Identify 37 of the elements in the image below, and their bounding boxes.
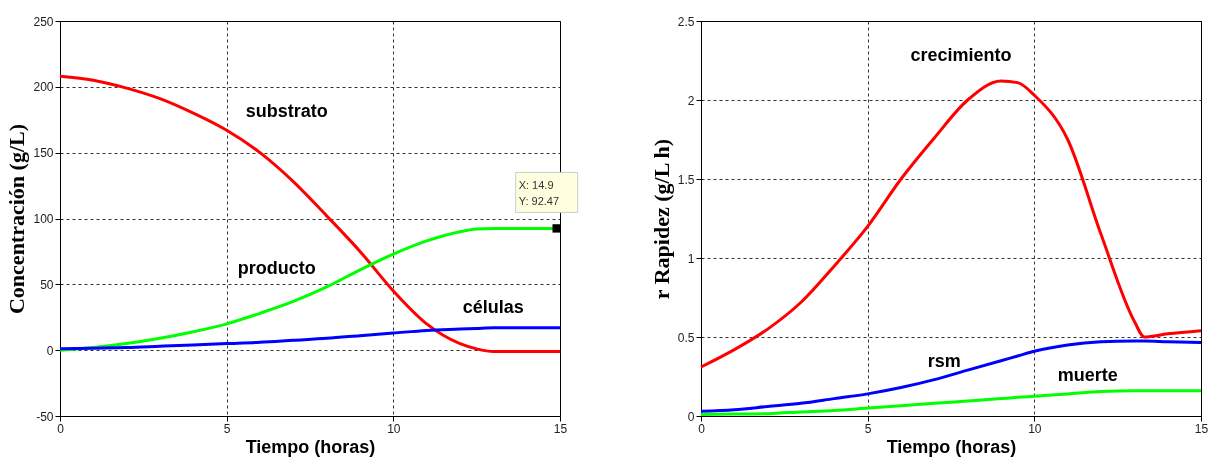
series-label: crecimiento — [910, 45, 1012, 66]
y-tick-label: 200 — [33, 80, 54, 95]
y-tick-label: 150 — [33, 146, 54, 161]
y-tick-label: 1 — [687, 251, 695, 266]
y-tick-label: 100 — [33, 212, 54, 226]
x-tick-label: 10 — [1028, 421, 1042, 436]
x-tick-label: 0 — [57, 421, 65, 436]
line-series — [699, 79, 1203, 369]
annotation: X: 14.9 Y: 92.47 — [518, 179, 560, 208]
y-tick-label: 0 — [46, 343, 54, 358]
y-tick-label: 0 — [687, 409, 695, 424]
series-label: substrato — [245, 101, 328, 122]
x-tick-label: 5 — [223, 421, 231, 436]
y-tick-label: -50 — [36, 409, 54, 424]
series-label: producto — [237, 257, 316, 278]
series-label: células — [462, 296, 524, 317]
y-tick-label: 2 — [687, 93, 695, 108]
series-label: rsm — [927, 350, 961, 371]
x-tick-label: 15 — [553, 421, 568, 436]
y-tick-label: 50 — [40, 277, 54, 292]
x-tick-label: 5 — [864, 421, 872, 436]
line-series — [58, 74, 562, 353]
x-tick-label: 0 — [698, 421, 706, 436]
line-series — [699, 389, 1203, 416]
y-tick-label: 250 — [33, 14, 54, 29]
y-tick-label: 0.5 — [677, 330, 695, 345]
x-axis-title: Tiempo (horas) — [245, 436, 376, 457]
y-tick-label: 1.5 — [677, 172, 695, 187]
x-tick-label: 15 — [1194, 421, 1209, 436]
series-label: muerte — [1057, 364, 1118, 385]
x-axis-title: Tiempo (horas) — [886, 436, 1017, 457]
line-series — [699, 339, 1203, 413]
y-axis-title: r Rapidez (g/L h) — [648, 138, 674, 300]
y-tick-label: 2.5 — [677, 14, 695, 29]
x-tick-label: 10 — [387, 421, 401, 436]
line-series — [58, 326, 562, 351]
y-axis-title: Concentración (g/L) — [4, 123, 30, 315]
